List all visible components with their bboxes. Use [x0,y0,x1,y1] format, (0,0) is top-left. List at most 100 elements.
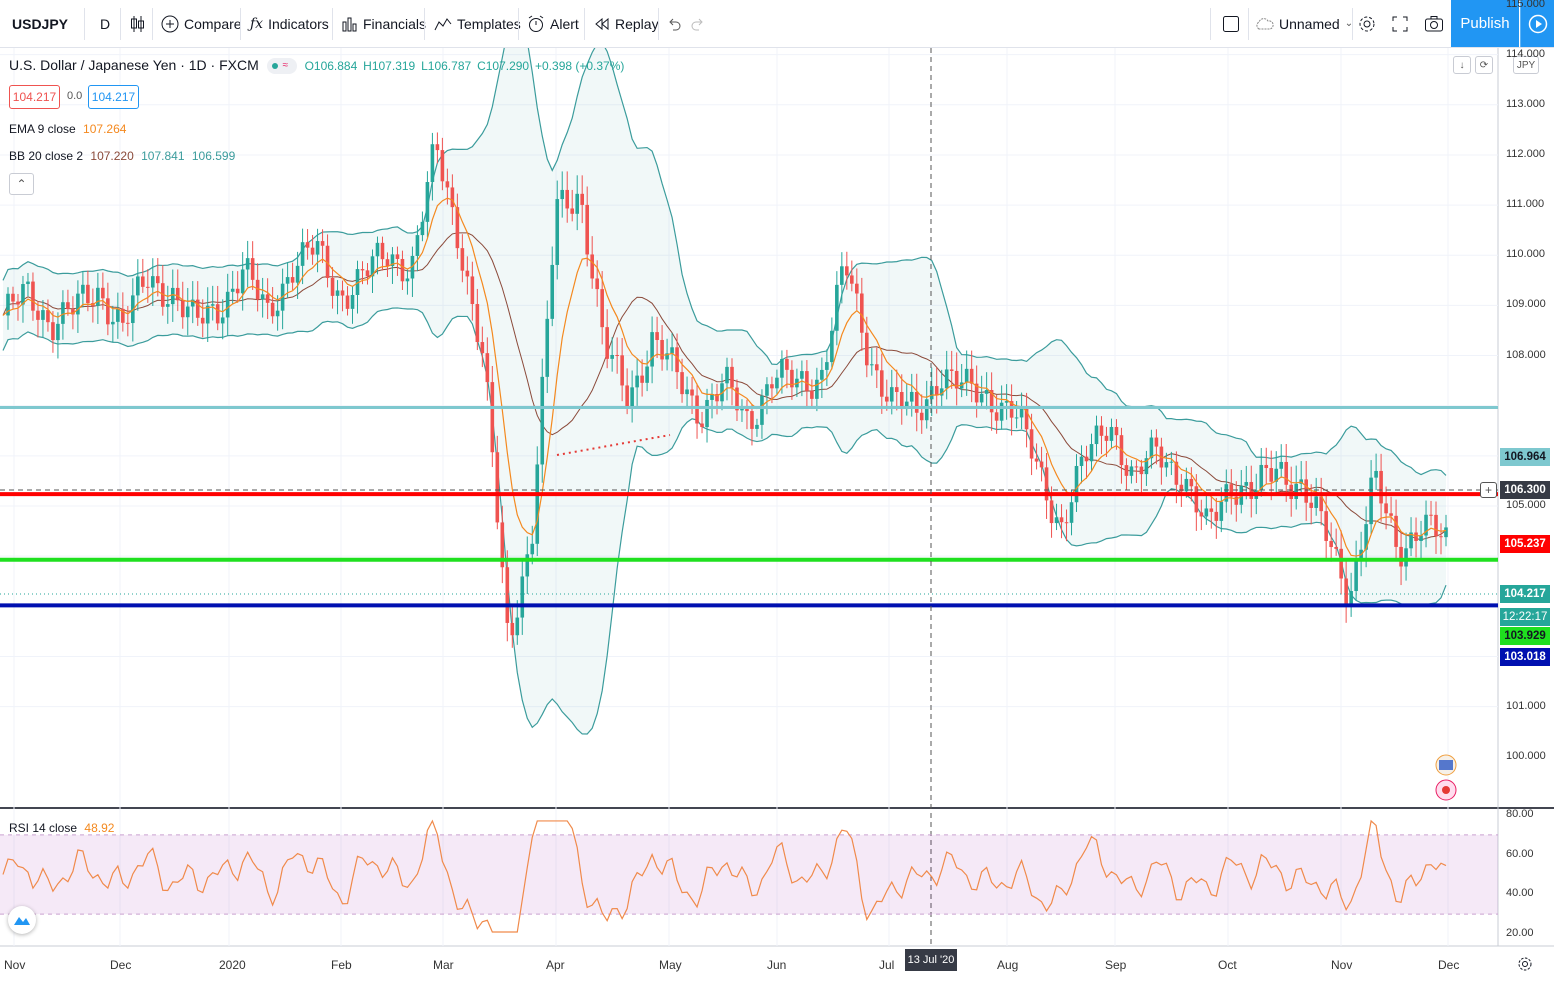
compare-button[interactable]: Compare [161,0,242,47]
price-chart[interactable] [0,48,1554,984]
candle-body [1139,466,1144,475]
redo-button[interactable] [691,0,705,47]
candle-body [1179,484,1184,492]
redo-icon [691,18,703,30]
publish-button[interactable]: Publish [1451,0,1519,47]
candle-body [730,366,734,388]
candle-body [1244,482,1249,486]
candle-body [1309,502,1313,508]
candle-body [765,384,769,396]
candle-body [929,386,934,400]
series-title: U.S. Dollar / Japanese Yen · 1D · FXCM [9,57,259,73]
candle-body [81,284,85,294]
interval-button[interactable]: D [100,15,111,32]
candle-body [815,379,819,399]
bb-basis-value: 107.220 [90,149,134,163]
rsi-tick-label: 20.00 [1506,927,1534,939]
candle-body [1149,437,1154,459]
candle-body [1374,470,1378,478]
red-level-tag: 105.237 [1500,535,1550,553]
candle-body [700,423,704,428]
candle-body [790,369,794,388]
alert-button[interactable]: Alert [527,0,579,47]
candle-body [21,284,25,305]
candle-body [1019,408,1024,418]
candle-body [355,269,360,295]
camera-icon [1425,15,1443,31]
candle-body [899,392,904,410]
candle-body [1234,496,1239,505]
time-tick-label: Oct [1218,958,1237,972]
axis-settings-button[interactable] [1514,953,1536,975]
candle-body [121,308,125,323]
candle-body [116,308,120,322]
tradingview-logo-icon [14,917,30,925]
candle-body [585,204,589,255]
select-all-button[interactable] [1222,0,1240,47]
expand-icon [1392,16,1408,31]
candle-body [360,269,365,271]
play-circle-icon [1528,14,1547,33]
indicators-button[interactable]: ƒx Indicators [250,0,329,47]
candle-body [949,369,954,371]
price-tick-label: 101.000 [1506,699,1546,712]
ohlc-high: H107.319 [363,59,416,73]
candle-body [86,284,90,304]
templates-button[interactable]: Templates [434,0,521,47]
financials-button[interactable]: Financials [342,0,426,47]
refresh-icon[interactable]: ⟳ [1475,56,1493,74]
price-tick-label: 111.000 [1506,198,1545,211]
candle-body [465,270,470,277]
layout-menu[interactable]: Unnamed ⌄ [1254,0,1353,47]
candle-body [1399,546,1403,567]
candle-body [1424,514,1428,536]
candle-body [1084,456,1089,462]
candle-body [1039,461,1044,468]
candle-body [245,258,250,270]
sell-price-box[interactable]: 104.217 [9,85,60,109]
candle-body [41,310,45,320]
candle-body [345,295,350,309]
divider [584,8,585,40]
candle-body [1404,548,1408,567]
tradingview-logo[interactable] [8,906,36,934]
time-tick-label: Nov [1331,958,1353,972]
candle-body [435,144,440,151]
collapse-legend-button[interactable]: ⌃ [9,173,34,195]
rsi-legend[interactable]: RSI 14 close 48.92 [9,821,118,835]
candle-body [1274,468,1279,482]
chevron-up-icon: ⌃ [16,177,27,191]
candle-body [425,182,430,222]
snapshot-button[interactable] [1424,0,1444,47]
ema-legend[interactable]: EMA 9 close 107.264 [9,122,130,136]
add-level-icon[interactable]: + [1480,482,1497,498]
fullscreen-button[interactable] [1392,0,1408,47]
last-price-tag: 104.217 [1500,585,1550,603]
time-tick-label: Dec [1438,958,1460,972]
undo-button[interactable] [667,0,681,47]
events-icon[interactable] [1433,752,1467,802]
candles-icon [131,15,144,32]
candle-body [685,389,689,395]
candle-body [365,270,370,277]
candle-body [1154,437,1159,447]
divider [240,8,241,40]
candle-body [810,390,814,399]
arrow-down-icon[interactable]: ↓ [1453,56,1471,74]
settings-button[interactable] [1358,0,1376,47]
candle-body [350,294,355,309]
candle-body [96,287,100,306]
candle-body [595,278,599,290]
chart-type-button[interactable] [130,0,146,47]
bb-legend[interactable]: BB 20 close 2 107.220 107.841 106.599 [9,149,239,163]
symbol-search[interactable]: USDJPY [12,15,69,32]
replay-button[interactable]: Replay [594,0,659,47]
candle-body [525,554,530,577]
candle-body [175,287,180,301]
buy-price-box[interactable]: 104.217 [88,85,139,109]
candle-body [850,275,854,284]
candle-body [155,276,160,284]
publish-menu-button[interactable] [1520,0,1554,47]
replay-label: Replay [615,15,659,32]
ohlc-low: L106.787 [421,59,472,73]
